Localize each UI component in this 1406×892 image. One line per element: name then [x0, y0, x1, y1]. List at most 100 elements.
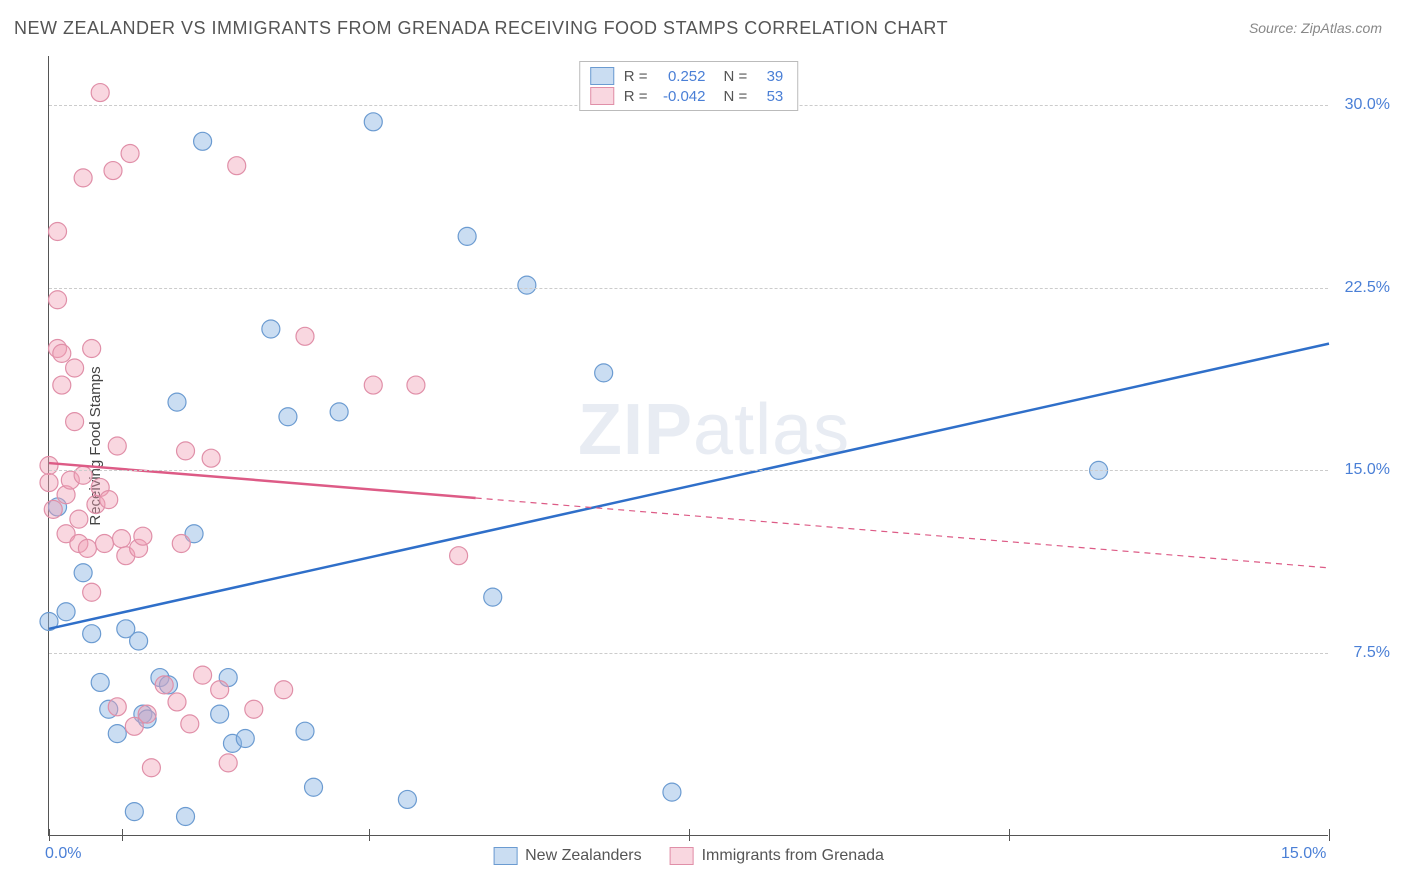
data-point: [70, 510, 88, 528]
data-point: [407, 376, 425, 394]
data-point: [177, 442, 195, 460]
data-point: [211, 705, 229, 723]
data-point: [108, 437, 126, 455]
data-point: [330, 403, 348, 421]
data-point: [44, 500, 62, 518]
data-point: [202, 449, 220, 467]
gridline: [49, 653, 1328, 654]
data-point: [172, 535, 190, 553]
data-point: [108, 698, 126, 716]
x-tick-mark: [689, 829, 690, 841]
data-point: [121, 145, 139, 163]
gridline: [49, 288, 1328, 289]
legend-item: New Zealanders: [493, 847, 642, 865]
data-point: [40, 474, 58, 492]
x-tick-mark: [122, 829, 123, 841]
data-point: [458, 227, 476, 245]
data-point: [219, 754, 237, 772]
chart-title: NEW ZEALANDER VS IMMIGRANTS FROM GRENADA…: [14, 18, 948, 39]
data-point: [91, 673, 109, 691]
data-point: [104, 162, 122, 180]
x-tick-label: 0.0%: [45, 845, 81, 863]
n-label-2: N =: [724, 88, 748, 105]
data-point: [74, 466, 92, 484]
data-point: [95, 535, 113, 553]
data-point: [66, 413, 84, 431]
data-point: [364, 113, 382, 131]
trend-line-dashed: [476, 498, 1329, 568]
data-point: [134, 527, 152, 545]
data-point: [83, 583, 101, 601]
data-point: [296, 722, 314, 740]
legend-swatch: [670, 847, 694, 865]
data-point: [228, 157, 246, 175]
trend-line-solid: [49, 344, 1329, 629]
data-point: [66, 359, 84, 377]
data-point: [125, 803, 143, 821]
data-point: [49, 291, 67, 309]
data-point: [484, 588, 502, 606]
n-label-1: N =: [724, 68, 748, 85]
y-tick-label: 22.5%: [1334, 279, 1390, 297]
r-label-1: R =: [624, 68, 648, 85]
y-tick-label: 15.0%: [1334, 461, 1390, 479]
data-point: [518, 276, 536, 294]
n-value-1: 39: [757, 68, 783, 85]
source-attribution: Source: ZipAtlas.com: [1249, 20, 1382, 36]
x-tick-mark: [1009, 829, 1010, 841]
data-point: [305, 778, 323, 796]
data-point: [194, 132, 212, 150]
data-point: [296, 327, 314, 345]
data-point: [142, 759, 160, 777]
data-point: [40, 457, 58, 475]
legend-label: New Zealanders: [525, 847, 642, 865]
scatter-svg: [49, 56, 1328, 835]
gridline: [49, 470, 1328, 471]
legend-item: Immigrants from Grenada: [670, 847, 884, 865]
data-point: [78, 539, 96, 557]
data-point: [83, 625, 101, 643]
legend-row-series1: R = 0.252 N = 39: [590, 66, 784, 86]
data-point: [168, 393, 186, 411]
swatch-series2: [590, 87, 614, 105]
data-point: [194, 666, 212, 684]
r-value-2: -0.042: [658, 88, 706, 105]
data-point: [398, 790, 416, 808]
swatch-series1: [590, 67, 614, 85]
data-point: [245, 700, 263, 718]
data-point: [130, 632, 148, 650]
data-point: [663, 783, 681, 801]
n-value-2: 53: [757, 88, 783, 105]
data-point: [450, 547, 468, 565]
x-tick-mark: [49, 829, 50, 841]
data-point: [181, 715, 199, 733]
chart-plot-area: ZIPatlas R = 0.252 N = 39 R = -0.042 N =…: [48, 56, 1328, 836]
data-point: [168, 693, 186, 711]
y-tick-label: 7.5%: [1334, 644, 1390, 662]
x-tick-mark: [1329, 829, 1330, 841]
data-point: [275, 681, 293, 699]
data-point: [279, 408, 297, 426]
data-point: [83, 340, 101, 358]
data-point: [262, 320, 280, 338]
data-point: [364, 376, 382, 394]
data-point: [100, 491, 118, 509]
legend-series-names: New Zealanders Immigrants from Grenada: [493, 847, 884, 865]
r-label-2: R =: [624, 88, 648, 105]
data-point: [595, 364, 613, 382]
x-tick-label: 15.0%: [1281, 845, 1326, 863]
y-tick-label: 30.0%: [1334, 96, 1390, 114]
legend-label: Immigrants from Grenada: [702, 847, 884, 865]
data-point: [155, 676, 173, 694]
x-tick-mark: [369, 829, 370, 841]
data-point: [236, 730, 254, 748]
data-point: [211, 681, 229, 699]
legend-row-series2: R = -0.042 N = 53: [590, 86, 784, 106]
data-point: [49, 223, 67, 241]
data-point: [113, 530, 131, 548]
data-point: [57, 603, 75, 621]
data-point: [74, 169, 92, 187]
data-point: [108, 725, 126, 743]
data-point: [91, 84, 109, 102]
legend-statistics: R = 0.252 N = 39 R = -0.042 N = 53: [579, 61, 799, 111]
